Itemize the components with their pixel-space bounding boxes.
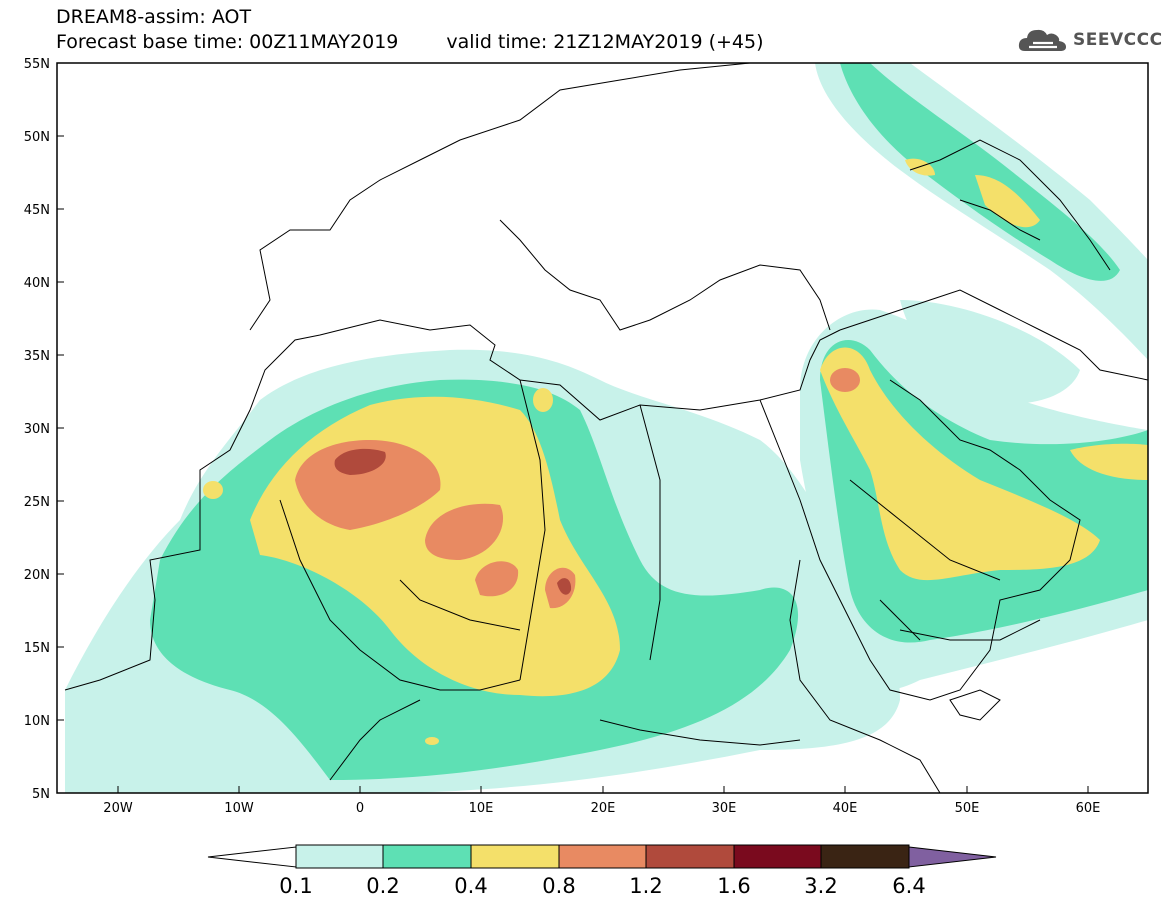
aot-field (65, 63, 1148, 793)
lon-axis: 20W 10W 0 10E 20E 30E 40E 50E 60E (103, 786, 1100, 816)
legend-label: 0.1 (279, 874, 312, 898)
legend-labels: 0.1 0.2 0.4 0.8 1.2 1.6 3.2 6.4 (279, 874, 925, 898)
lat-label: 20N (24, 568, 50, 583)
lon-label: 30E (712, 801, 737, 816)
time-info: Forecast base time: 00Z11MAY2019 valid ti… (56, 31, 764, 53)
lat-label: 35N (24, 349, 50, 364)
valid-time: valid time: 21Z12MAY2019 (+45) (446, 31, 764, 53)
legend-label: 3.2 (804, 874, 837, 898)
legend-label: 0.8 (542, 874, 575, 898)
lat-label: 10N (24, 714, 50, 729)
legend-label: 6.4 (892, 874, 925, 898)
legend-swatch (295, 844, 384, 869)
lat-label: 50N (24, 130, 50, 145)
legend-swatch-below (207, 846, 297, 868)
aot-band-0.8 (295, 368, 860, 609)
lon-label: 20W (103, 801, 133, 816)
lat-label: 15N (24, 641, 50, 656)
color-legend (207, 844, 997, 869)
lat-label: 40N (24, 276, 50, 291)
legend-swatch (733, 844, 822, 869)
map-title: DREAM8-assim: AOT (56, 6, 252, 28)
lon-label: 0 (356, 801, 364, 816)
forecast-base-time: Forecast base time: 00Z11MAY2019 (56, 31, 399, 53)
brand-name: SEEVCCC (1073, 30, 1163, 50)
lat-label: 45N (24, 203, 50, 218)
legend-swatch (470, 844, 560, 869)
coastlines (64, 63, 1148, 793)
legend-label: 0.2 (366, 874, 399, 898)
legend-swatch (382, 844, 472, 869)
lat-label: 30N (24, 422, 50, 437)
lon-label: 40E (833, 801, 858, 816)
legend-swatch (558, 844, 647, 869)
legend-swatch (820, 844, 910, 869)
lon-label: 60E (1076, 801, 1101, 816)
lon-label: 50E (955, 801, 980, 816)
legend-swatch-above (908, 846, 997, 868)
lat-label: 5N (32, 787, 50, 802)
legend-swatch (645, 844, 735, 869)
lon-label: 10E (469, 801, 494, 816)
legend-label: 0.4 (454, 874, 487, 898)
lat-label: 25N (24, 495, 50, 510)
lon-label: 20E (591, 801, 616, 816)
legend-label: 1.2 (629, 874, 662, 898)
legend-label: 1.6 (717, 874, 750, 898)
lon-label: 10W (224, 801, 254, 816)
lat-label: 55N (24, 57, 50, 72)
lat-axis: 55N 50N 45N 40N 35N 30N 25N 20N 15N 10N … (24, 57, 64, 802)
cloud-icon (1018, 29, 1066, 51)
brand-logo: SEEVCCC (1017, 24, 1163, 56)
aot-band-1.2 (334, 448, 572, 595)
